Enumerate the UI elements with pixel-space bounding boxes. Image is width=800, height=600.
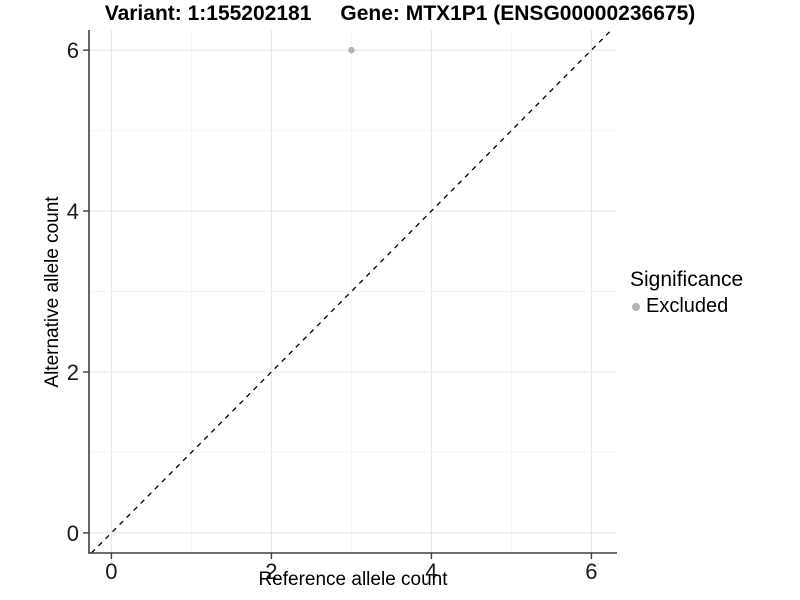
gene-title: Gene: MTX1P1 (ENSG00000236675)	[340, 2, 696, 25]
svg-text:6: 6	[67, 38, 79, 63]
legend-item-excluded: Excluded	[630, 295, 743, 318]
x-axis-title: Reference allele count	[258, 569, 448, 590]
y-axis-title: Alternative allele count	[42, 196, 63, 388]
svg-text:4: 4	[67, 199, 79, 224]
svg-text:4: 4	[425, 559, 437, 584]
legend-title: Significance	[630, 268, 744, 291]
legend-item-label: Excluded	[646, 295, 729, 317]
plot-title: Variant: 1:155202181 Gene: MTX1P1 (ENSG0…	[0, 2, 800, 26]
svg-text:0: 0	[105, 559, 117, 584]
legend: Significance Excluded	[630, 268, 743, 318]
svg-text:2: 2	[265, 559, 277, 584]
legend-point-icon	[632, 302, 640, 311]
svg-text:6: 6	[585, 559, 597, 584]
svg-text:0: 0	[67, 521, 79, 546]
variant-title: Variant: 1:155202181	[104, 2, 312, 25]
svg-text:2: 2	[67, 360, 79, 385]
